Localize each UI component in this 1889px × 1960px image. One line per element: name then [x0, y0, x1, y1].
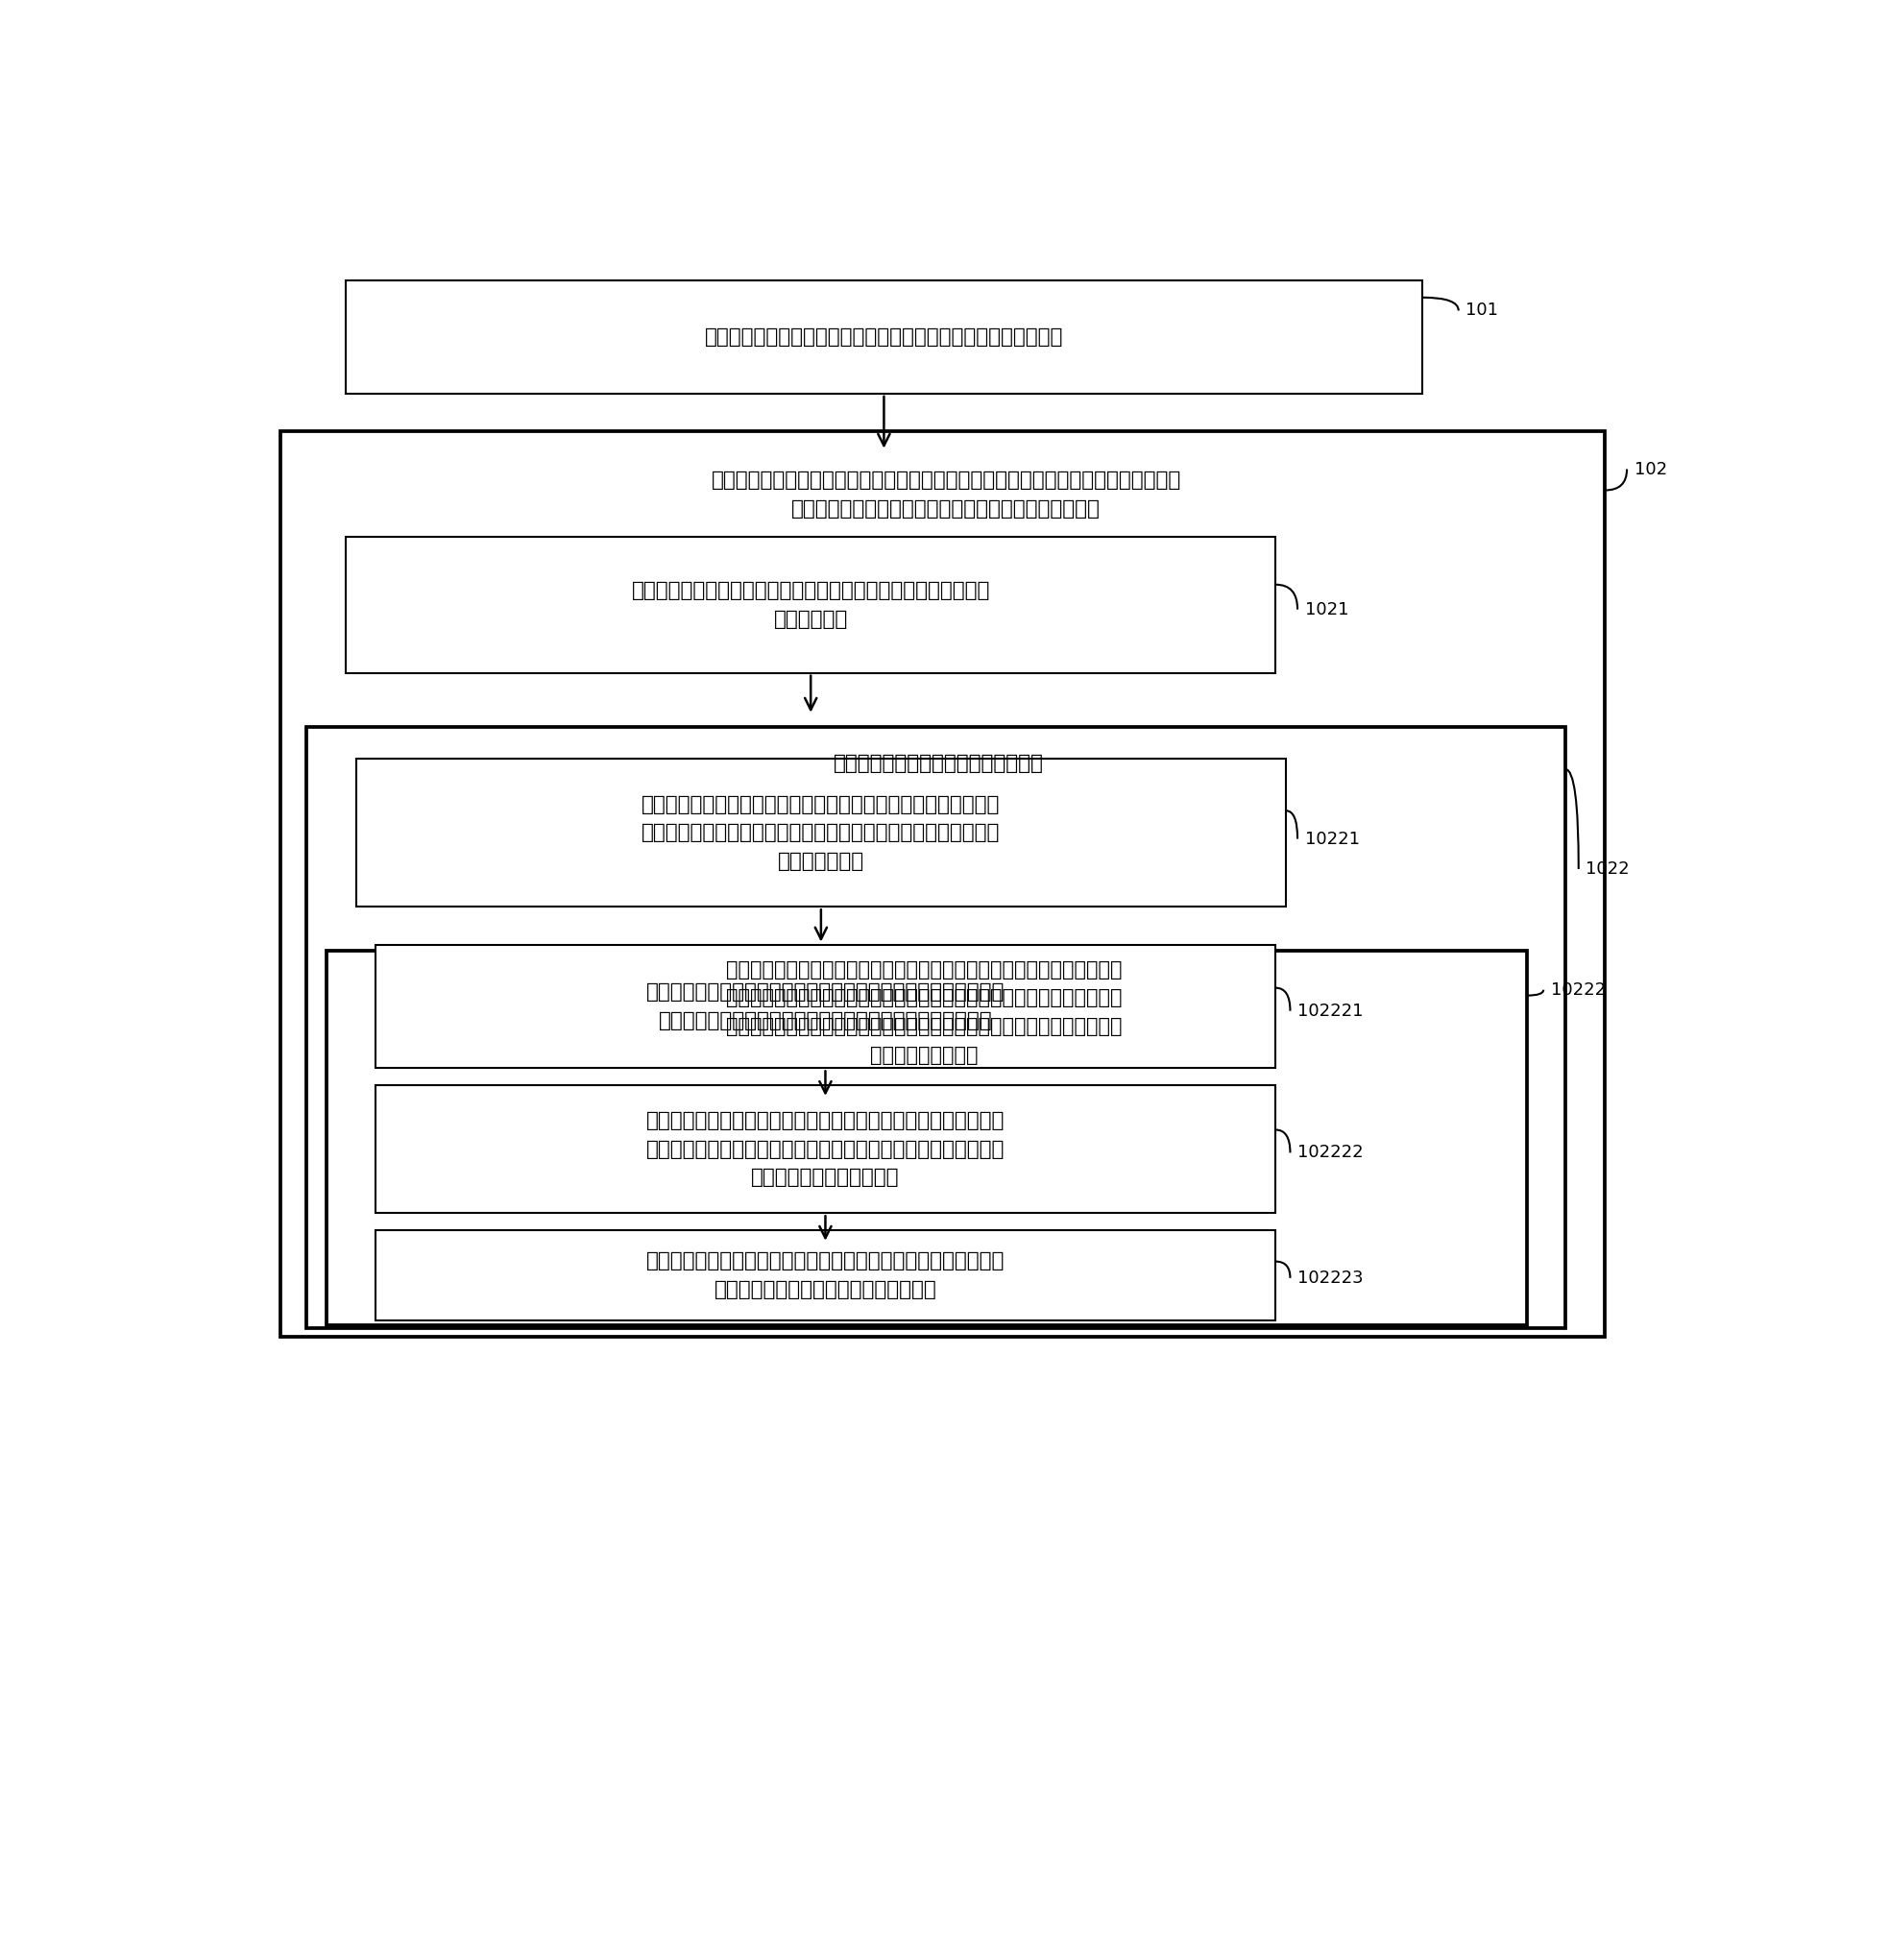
Bar — [346, 537, 1275, 672]
Text: 若选择了至少两个井震基准层，对于在第一井震基准层以下的任意第二井震
基准层，基于在该第二井震基准层以上的井震基准层校正完成后，将该第二
井震基准层的上一个校正完: 若选择了至少两个井震基准层，对于在第一井震基准层以下的任意第二井震 基准层，基于… — [725, 960, 1122, 1064]
Text: 基于该加权平均关系式，校正该叠前深度偏移地震资料数据中前一
井震基准层和第二井震基准层之间的数据: 基于该加权平均关系式，校正该叠前深度偏移地震资料数据中前一 井震基准层和第二井震… — [646, 1250, 1005, 1299]
Text: 对叠前深度偏移地震资料数据进行校正: 对叠前深度偏移地震资料数据进行校正 — [833, 755, 1045, 772]
Bar — [306, 727, 1566, 1327]
Text: 102223: 102223 — [1298, 1270, 1364, 1286]
Bar — [327, 951, 1528, 1325]
Text: 对于至少一个井震基准层中海拔最高的第一井震基准层，基于第一
井震基准层对应的井震深度误差梯度面关系式，校正该叠前深度偏
移地震资料数据: 对于至少一个井震基准层中海拔最高的第一井震基准层，基于第一 井震基准层对应的井震… — [642, 796, 1001, 870]
Bar — [357, 759, 1286, 907]
Text: 基于区块的叠前深度偏移地震资料数据，选择至少一个井震基准层: 基于区块的叠前深度偏移地震资料数据，选择至少一个井震基准层 — [705, 327, 1064, 347]
Text: 按照井震基准层由上到下的顺序对该叠前深度偏移地震资料数据进行多次处理，其中，
每个处理过程包括获取井震深度误差梯度面关系式和校正: 按照井震基准层由上到下的顺序对该叠前深度偏移地震资料数据进行多次处理，其中， 每… — [712, 470, 1181, 519]
Text: 采用加权平均插值算法处理前一井震基准层对应的井震深度误差梯
度面关系式和第二井震基准层对应的井震深度误差梯度面关系式，
得到对应的加权平均关系式: 采用加权平均插值算法处理前一井震基准层对应的井震深度误差梯 度面关系式和第二井震… — [646, 1111, 1005, 1188]
Bar — [376, 1086, 1275, 1213]
Text: 对于任意井震基准层，利用最小二乘法，获取对应的井震深度误差
梯度面关系式: 对于任意井震基准层，利用最小二乘法，获取对应的井震深度误差 梯度面关系式 — [631, 580, 990, 629]
Text: 1022: 1022 — [1587, 860, 1630, 878]
Bar — [376, 945, 1275, 1068]
Text: 10221: 10221 — [1305, 831, 1360, 847]
Text: 102: 102 — [1634, 461, 1666, 478]
Text: 1021: 1021 — [1305, 602, 1349, 617]
Bar — [280, 431, 1606, 1337]
Text: 10222: 10222 — [1551, 982, 1606, 998]
Text: 102221: 102221 — [1298, 1002, 1364, 1019]
Text: 102222: 102222 — [1298, 1145, 1364, 1162]
Text: 基于第二井震基准层对应的井震深度误差梯度面关系式，校正该叠
前深度偏移地震资料数据中该前一井震基准层以下深度的数据: 基于第二井震基准层对应的井震深度误差梯度面关系式，校正该叠 前深度偏移地震资料数… — [646, 982, 1005, 1031]
Bar — [346, 280, 1422, 394]
Text: 101: 101 — [1466, 302, 1498, 319]
Bar — [376, 1229, 1275, 1321]
